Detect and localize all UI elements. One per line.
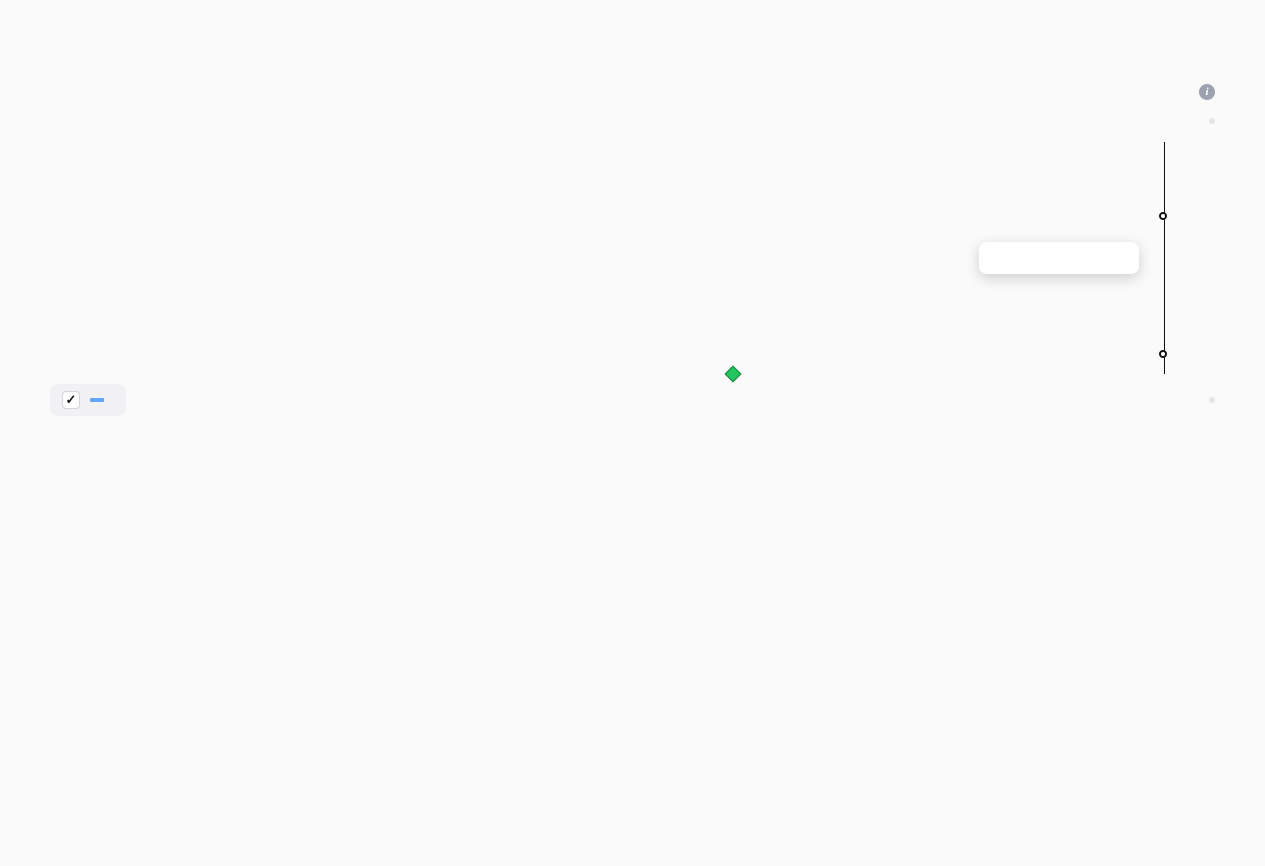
chart-cursor-dot [1159, 212, 1167, 220]
legend-swatch [90, 398, 104, 402]
tps-chart[interactable] [50, 134, 1215, 374]
scale-selector [1209, 397, 1215, 403]
info-icon[interactable]: i [1199, 84, 1215, 100]
eth-mainnet-toggle[interactable]: ✓ [50, 384, 126, 416]
chart-cursor-dot [1159, 350, 1167, 358]
scaling-factor [1193, 36, 1215, 78]
checkbox-icon: ✓ [62, 391, 80, 409]
chart-cursor-line [1164, 142, 1165, 374]
range-selector [1209, 118, 1215, 124]
chart-tooltip [979, 242, 1139, 274]
